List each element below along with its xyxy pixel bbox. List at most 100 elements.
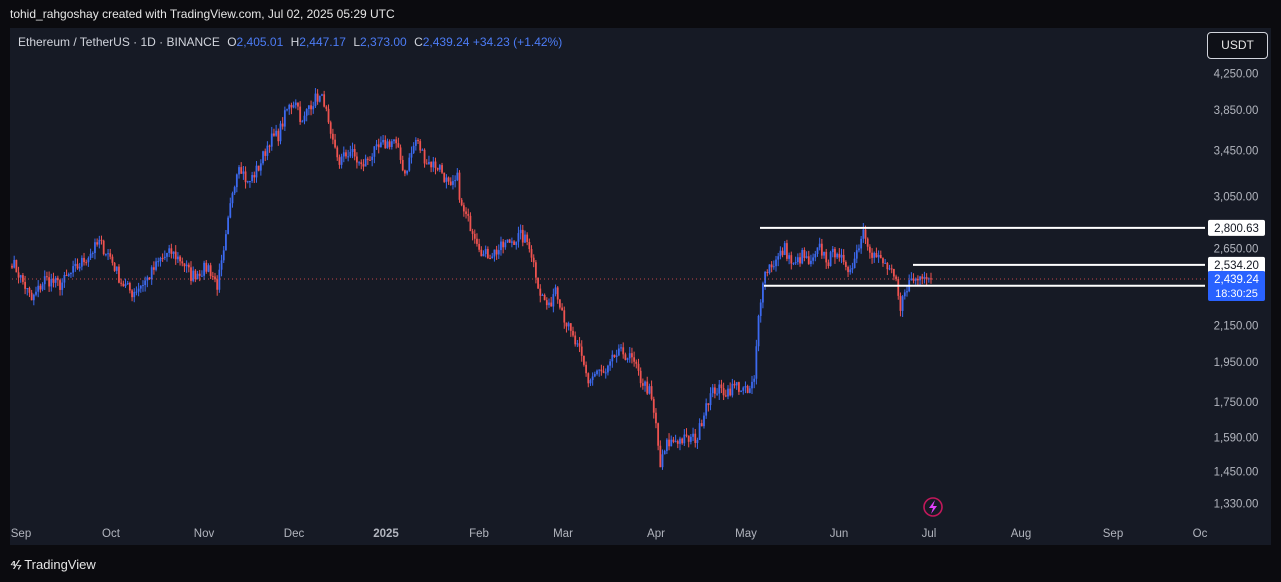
candle-body [681, 438, 684, 444]
y-axis-tick-label: 3,050.00 [1214, 191, 1259, 203]
candle-body [807, 256, 810, 264]
candle-body [534, 262, 537, 278]
tradingview-logo-icon: ⁴⁄₇ [10, 557, 22, 572]
candle-body [633, 357, 636, 362]
candle-body [652, 399, 655, 413]
candle-body [886, 262, 889, 270]
candle-body [334, 139, 336, 148]
y-axis-tick-label: 3,850.00 [1214, 105, 1259, 117]
price-level-label: 2,534.20 [1214, 260, 1259, 272]
candle-body [412, 145, 415, 153]
candle-body [321, 94, 323, 96]
candle-body [641, 383, 644, 386]
candle-body [567, 323, 570, 327]
candle-body [338, 157, 341, 165]
candle-body [790, 255, 793, 264]
y-axis-tick-label: 2,650.00 [1214, 243, 1259, 255]
candle-body [495, 249, 498, 255]
open-key: O [227, 35, 237, 49]
candle-body [118, 266, 120, 283]
candle-body [816, 247, 819, 254]
candle-body [753, 378, 756, 382]
candle-body [871, 252, 873, 258]
candle-body [735, 382, 738, 386]
candle-body [28, 288, 31, 293]
candle-body [486, 248, 489, 258]
currency-button[interactable]: USDT [1207, 32, 1268, 59]
candle-body [860, 238, 863, 249]
candle-body [537, 277, 539, 289]
candle-body [174, 251, 177, 260]
candle-body [700, 423, 703, 427]
candle-body [814, 253, 817, 258]
candle-body [805, 256, 808, 258]
candle-body [76, 263, 79, 269]
candle-body [718, 384, 721, 394]
candle-body [347, 156, 350, 158]
candle-body [198, 273, 201, 276]
candle-body [131, 290, 133, 298]
candle-body [914, 278, 917, 281]
price-level-label: 2,800.63 [1214, 223, 1259, 235]
candle-body [770, 264, 773, 268]
candle-body [78, 266, 81, 269]
candle-body [111, 256, 114, 263]
candle-body [884, 262, 887, 264]
candle-body [67, 274, 70, 276]
candle-body [120, 282, 123, 284]
candle-body [665, 439, 668, 451]
candle-body [607, 365, 609, 373]
candle-body [818, 243, 821, 248]
last-price-label-bg [1208, 271, 1265, 302]
candle-body [155, 261, 157, 270]
candle-body [373, 146, 376, 157]
bar-countdown-label: 18:30:25 [1215, 288, 1258, 300]
candle-body [663, 450, 666, 455]
candle-body [32, 294, 35, 301]
candle-body [72, 266, 75, 273]
candle-body [515, 241, 518, 245]
candle-body [644, 381, 646, 386]
candle-body [844, 261, 847, 268]
price-level-label-bg [1208, 219, 1265, 236]
candle-body [366, 158, 369, 160]
candle-body [360, 162, 363, 165]
candle-body [342, 152, 345, 157]
candle-body [842, 254, 845, 262]
candle-body [775, 259, 777, 267]
candle-body [672, 439, 675, 442]
close-key: C [414, 35, 423, 49]
candle-body [596, 370, 598, 375]
candle-body [650, 386, 653, 400]
candle-body [888, 268, 891, 270]
candle-body [56, 277, 59, 281]
candle-body [742, 387, 745, 391]
candle-body [157, 261, 160, 263]
candle-body [491, 256, 494, 259]
symbol-label[interactable]: Ethereum / TetherUS · 1D · BINANCE [18, 35, 220, 49]
candle-body [722, 388, 725, 396]
candle-body [921, 276, 924, 279]
candle-body [862, 229, 865, 239]
candle-body [670, 439, 673, 447]
candle-body [620, 347, 622, 349]
x-axis-tick-label: Sep [1103, 528, 1123, 540]
candle-body [613, 354, 616, 358]
candle-body [201, 275, 203, 277]
candle-body [868, 246, 871, 253]
candle-body [676, 441, 679, 444]
tradingview-logo[interactable]: ⁴⁄₇ TradingView [10, 557, 96, 572]
candle-body [209, 265, 212, 277]
candle-body [419, 141, 422, 151]
candle-body [177, 256, 179, 260]
candle-body [279, 123, 282, 142]
candle-body [414, 140, 417, 146]
candle-body [122, 283, 125, 287]
candle-body [104, 254, 107, 256]
candle-body [421, 149, 424, 151]
candle-body [504, 242, 507, 248]
candle-body [720, 384, 723, 389]
candle-body [836, 253, 839, 258]
candle-body [799, 257, 801, 264]
